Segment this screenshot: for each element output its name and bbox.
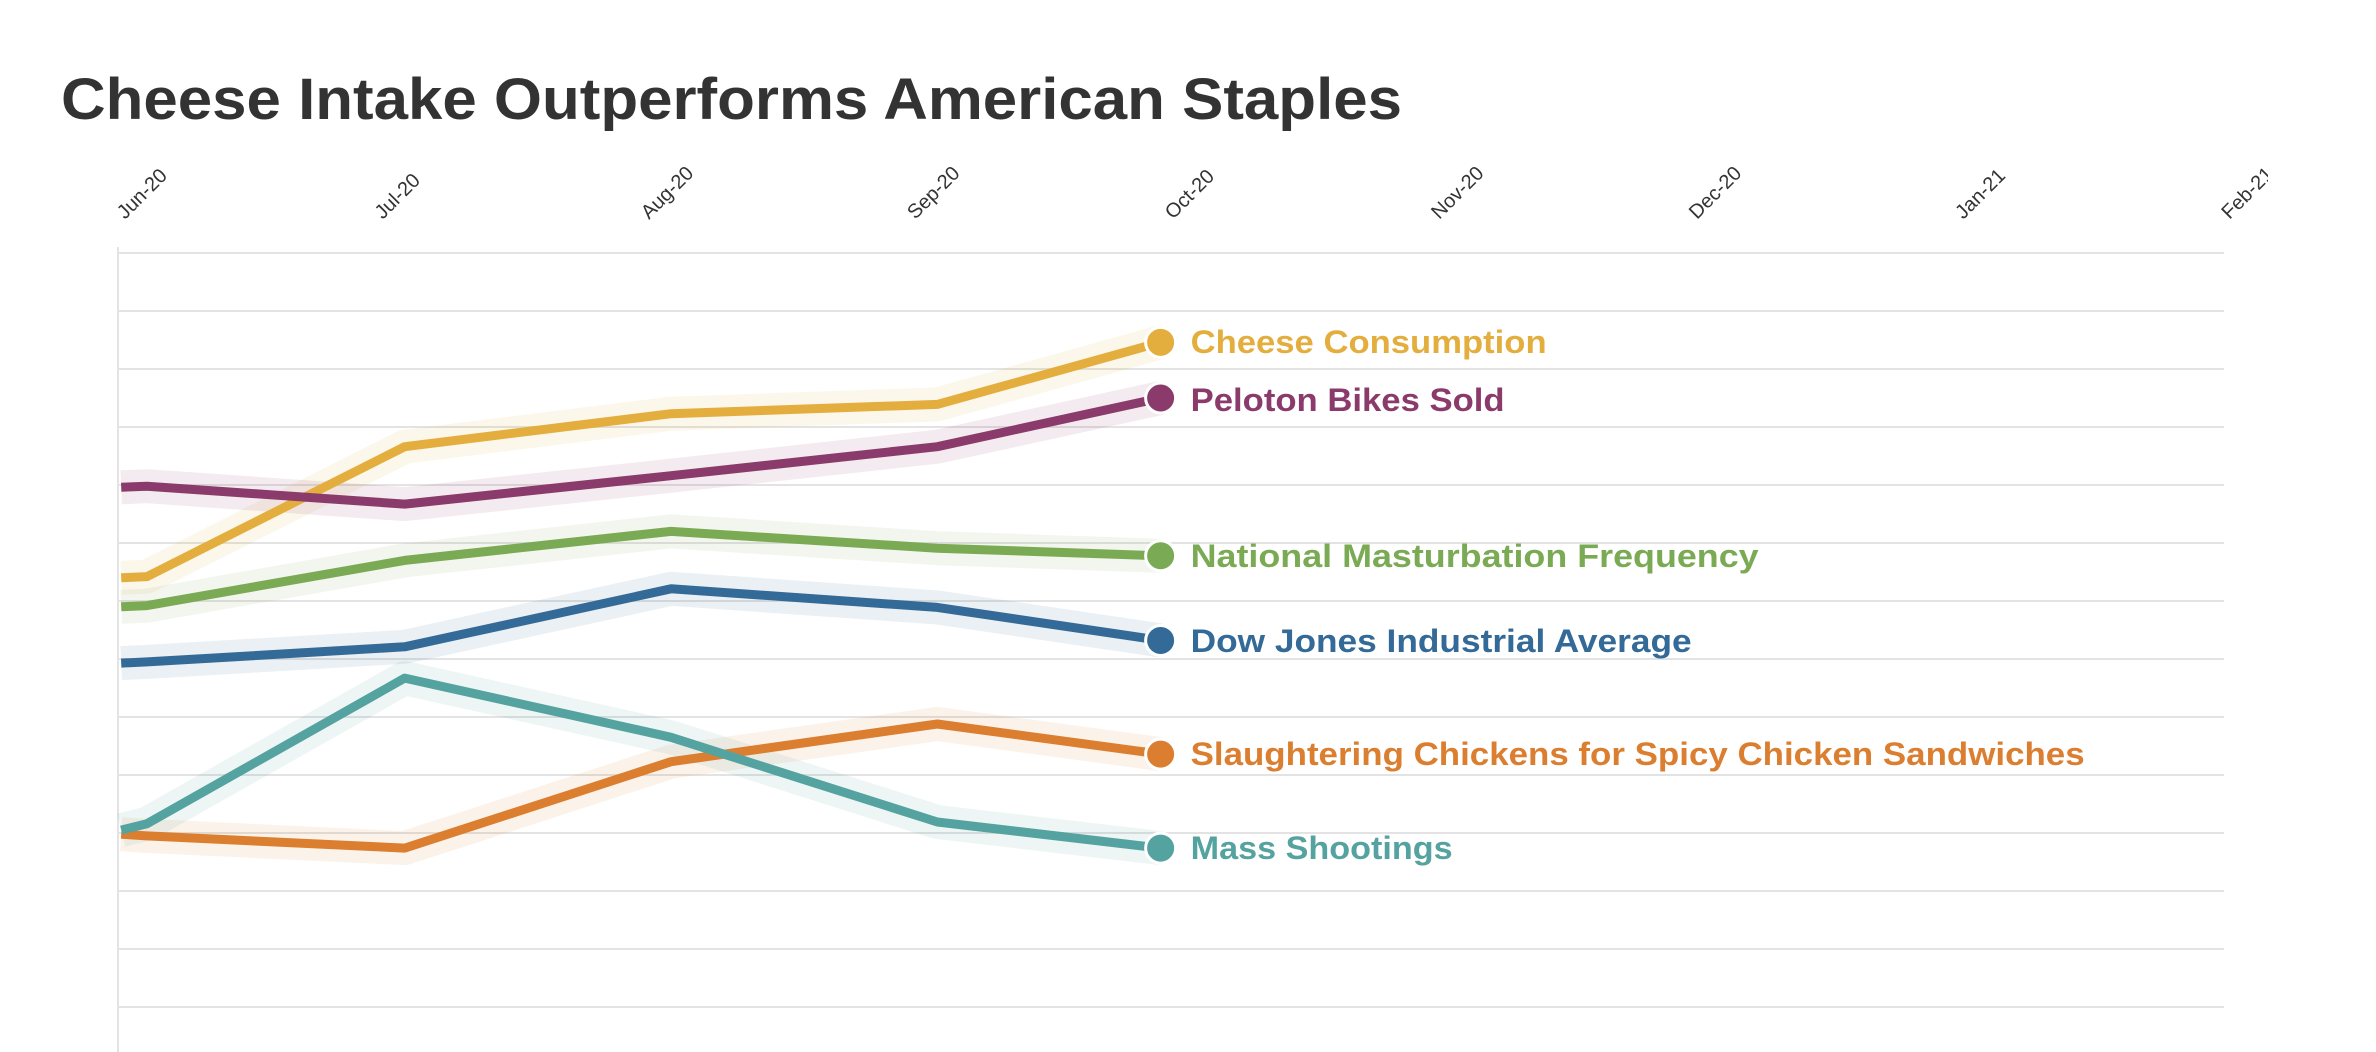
series-label: National Masturbation Frequency — [1191, 538, 1759, 574]
series-label: Peloton Bikes Sold — [1191, 382, 1505, 418]
series-label: Mass Shootings — [1191, 830, 1453, 866]
gridlines — [117, 247, 2224, 1052]
series-label: Cheese Consumption — [1191, 324, 1547, 360]
line-chart: Cheese Intake Outperforms American Stapl… — [61, 67, 2268, 1052]
x-axis-ticks: Jun-20 Jul-20 Aug-20 Sep-20 Oct-20 Nov-20 Dec-… — [113, 162, 2268, 223]
series-end-dot — [1144, 831, 1178, 865]
series-line — [120, 673, 1162, 853]
x-tick-label: Aug-20 — [637, 162, 698, 223]
series-line — [120, 337, 1162, 583]
series-label: Dow Jones Industrial Average — [1191, 623, 1692, 659]
series-line — [120, 584, 1162, 668]
series-end-dot — [1144, 325, 1178, 359]
x-tick-label: Jun-20 — [113, 165, 172, 224]
x-tick-label: Dec-20 — [1685, 162, 1746, 223]
series-line — [121, 393, 1162, 509]
series-end-dot — [1144, 737, 1178, 771]
x-tick-label: Oct-20 — [1161, 166, 1219, 224]
series-line — [120, 526, 1161, 612]
series-lines — [120, 337, 1162, 853]
x-tick-label: Jul-20 — [371, 169, 425, 223]
series-end-dots — [1144, 325, 1178, 865]
chart-title: Cheese Intake Outperforms American Stapl… — [61, 67, 1402, 132]
x-tick-label: Sep-20 — [903, 162, 964, 223]
series-line — [120, 719, 1162, 853]
series-end-dot — [1144, 381, 1178, 415]
series-end-dot — [1144, 623, 1178, 657]
x-tick-label: Nov-20 — [1427, 162, 1488, 223]
x-tick-label: Feb-21 — [2218, 163, 2268, 223]
x-tick-label: Jan-21 — [1951, 165, 2010, 224]
series-end-dot — [1144, 539, 1178, 573]
series-label: Slaughtering Chickens for Spicy Chicken … — [1191, 736, 2085, 772]
series-labels: Cheese Consumption Peloton Bikes Sold Nati… — [1191, 324, 2085, 866]
